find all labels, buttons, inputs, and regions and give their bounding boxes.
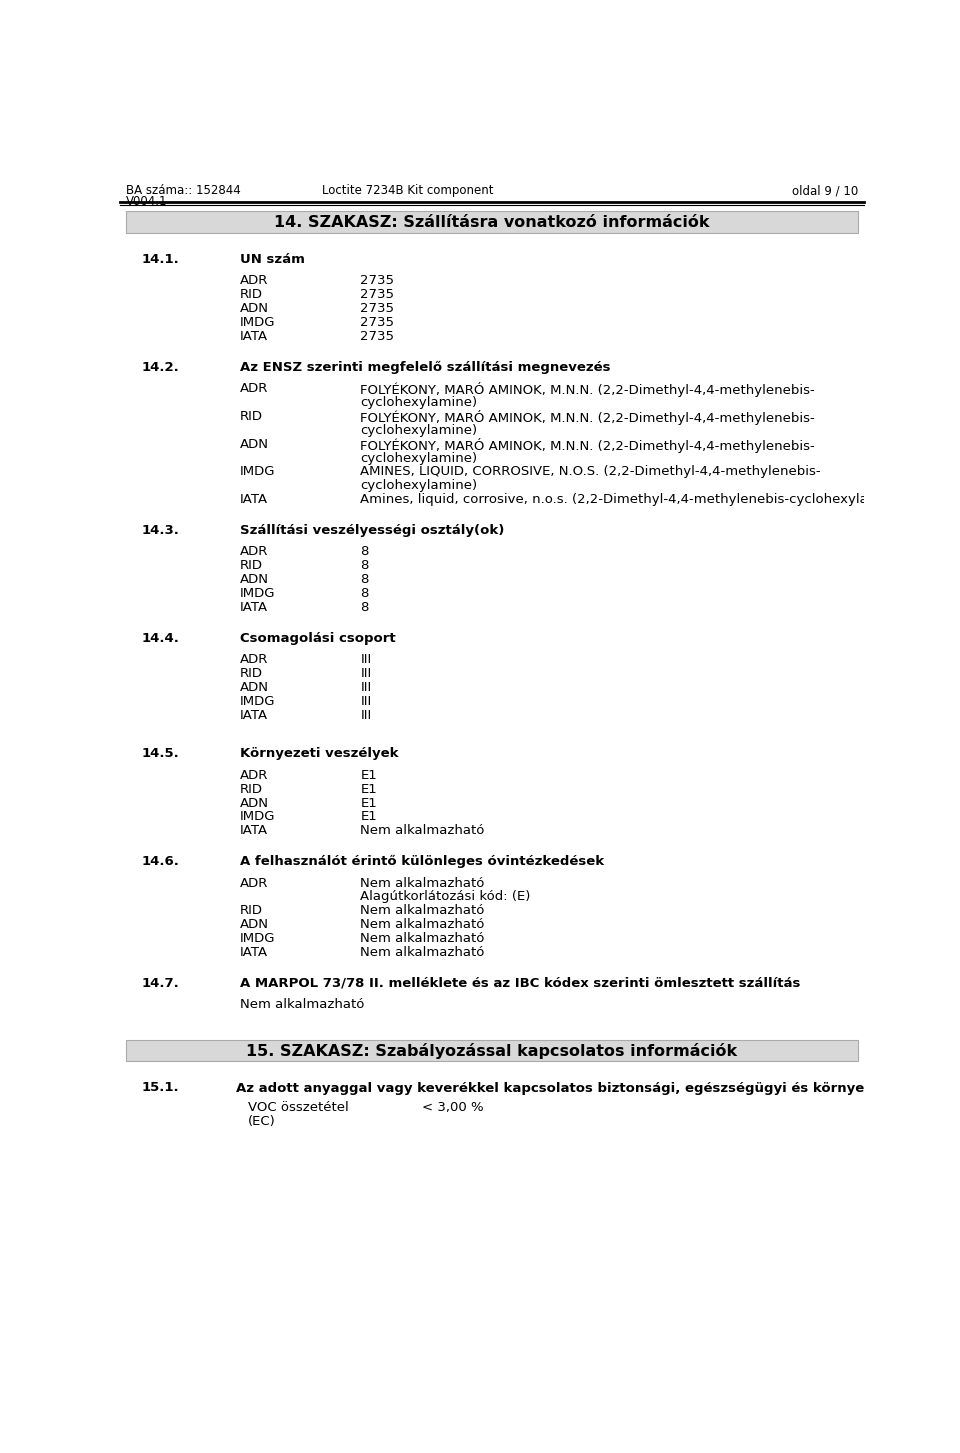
Text: cyclohexylamine): cyclohexylamine) <box>360 397 477 410</box>
Text: IATA: IATA <box>240 824 268 837</box>
Text: Nem alkalmazható: Nem alkalmazható <box>360 904 485 917</box>
Text: cyclohexylamine): cyclohexylamine) <box>360 479 477 493</box>
Text: 15.1.: 15.1. <box>142 1081 180 1094</box>
Text: RID: RID <box>240 783 263 796</box>
Text: ADR: ADR <box>240 876 269 889</box>
Text: A MARPOL 73/78 II. melléklete és az IBC kódex szerinti ömlesztett szállítás: A MARPOL 73/78 II. melléklete és az IBC … <box>240 976 801 989</box>
Text: ADR: ADR <box>240 654 269 667</box>
Text: ADR: ADR <box>240 769 269 782</box>
Text: ADN: ADN <box>240 574 269 586</box>
Text: ADN: ADN <box>240 437 269 450</box>
Text: Nem alkalmazható: Nem alkalmazható <box>360 918 485 931</box>
Text: Nem alkalmazható: Nem alkalmazható <box>360 876 485 889</box>
Text: 14.1.: 14.1. <box>142 253 180 266</box>
Text: III: III <box>360 695 372 708</box>
Text: Környezeti veszélyek: Környezeti veszélyek <box>240 747 398 760</box>
Text: A felhasználót érintő különleges óvintézkedések: A felhasználót érintő különleges óvintéz… <box>240 854 604 869</box>
Text: V004.1: V004.1 <box>126 195 168 208</box>
Text: < 3,00 %: < 3,00 % <box>422 1101 484 1114</box>
Text: 14.6.: 14.6. <box>142 854 180 867</box>
Text: 2735: 2735 <box>360 275 395 288</box>
Text: 14. SZAKASZ: Szállításra vonatkozó információk: 14. SZAKASZ: Szállításra vonatkozó infor… <box>275 215 709 230</box>
Text: Loctite 7234B Kit component: Loctite 7234B Kit component <box>322 185 493 198</box>
Text: IATA: IATA <box>240 493 268 506</box>
Text: 14.3.: 14.3. <box>142 525 180 538</box>
Text: FOLYÉKONY, MARÓ AMINOK, M.N.N. (2,2-Dimethyl-4,4-methylenebis-: FOLYÉKONY, MARÓ AMINOK, M.N.N. (2,2-Dime… <box>360 437 815 453</box>
Text: E1: E1 <box>360 796 377 809</box>
Text: RID: RID <box>240 904 263 917</box>
Text: IMDG: IMDG <box>240 811 276 824</box>
Text: IMDG: IMDG <box>240 587 276 600</box>
Text: ADN: ADN <box>240 796 269 809</box>
Text: IATA: IATA <box>240 946 268 959</box>
Text: RID: RID <box>240 288 263 301</box>
Text: VOC összetétel: VOC összetétel <box>248 1101 348 1114</box>
Text: 8: 8 <box>360 574 369 586</box>
Text: ADN: ADN <box>240 302 269 315</box>
Text: oldal 9 / 10: oldal 9 / 10 <box>792 185 858 198</box>
Text: III: III <box>360 709 372 722</box>
Text: AMINES, LIQUID, CORROSIVE, N.O.S. (2,2-Dimethyl-4,4-methylenebis-: AMINES, LIQUID, CORROSIVE, N.O.S. (2,2-D… <box>360 465 821 478</box>
Text: RID: RID <box>240 667 263 680</box>
Text: E1: E1 <box>360 811 377 824</box>
Text: 8: 8 <box>360 587 369 600</box>
Text: ADR: ADR <box>240 545 269 558</box>
Text: RID: RID <box>240 559 263 572</box>
Text: E1: E1 <box>360 769 377 782</box>
Text: 15. SZAKASZ: Szabályozással kapcsolatos információk: 15. SZAKASZ: Szabályozással kapcsolatos … <box>247 1043 737 1059</box>
Text: IMDG: IMDG <box>240 465 276 478</box>
Text: Nem alkalmazható: Nem alkalmazható <box>360 931 485 944</box>
Text: Az adott anyaggal vagy keverékkel kapcsolatos biztonsági, egészségügyi és környe: Az adott anyaggal vagy keverékkel kapcso… <box>236 1081 960 1094</box>
Text: III: III <box>360 681 372 695</box>
Text: Amines, liquid, corrosive, n.o.s. (2,2-Dimethyl-4,4-methylenebis-cyclohexylamine: Amines, liquid, corrosive, n.o.s. (2,2-D… <box>360 493 906 506</box>
Text: FOLYÉKONY, MARÓ AMINOK, M.N.N. (2,2-Dimethyl-4,4-methylenebis-: FOLYÉKONY, MARÓ AMINOK, M.N.N. (2,2-Dime… <box>360 410 815 424</box>
Text: 14.7.: 14.7. <box>142 976 180 989</box>
Text: 14.5.: 14.5. <box>142 747 180 760</box>
Text: Nem alkalmazható: Nem alkalmazható <box>360 946 485 959</box>
FancyBboxPatch shape <box>126 211 858 232</box>
Text: IATA: IATA <box>240 709 268 722</box>
Text: 2735: 2735 <box>360 317 395 328</box>
Text: RID: RID <box>240 410 263 423</box>
Text: Az ENSZ szerinti megfelelő szállítási megnevezés: Az ENSZ szerinti megfelelő szállítási me… <box>240 360 611 373</box>
Text: IMDG: IMDG <box>240 317 276 328</box>
Text: 14.4.: 14.4. <box>142 632 180 645</box>
Text: cyclohexylamine): cyclohexylamine) <box>360 424 477 437</box>
Text: IATA: IATA <box>240 330 268 343</box>
Text: III: III <box>360 654 372 667</box>
Text: 2735: 2735 <box>360 330 395 343</box>
Text: III: III <box>360 667 372 680</box>
Text: ADR: ADR <box>240 275 269 288</box>
Text: E1: E1 <box>360 783 377 796</box>
Text: IMDG: IMDG <box>240 695 276 708</box>
Text: 2735: 2735 <box>360 302 395 315</box>
Text: FOLYÉKONY, MARÓ AMINOK, M.N.N. (2,2-Dimethyl-4,4-methylenebis-: FOLYÉKONY, MARÓ AMINOK, M.N.N. (2,2-Dime… <box>360 382 815 397</box>
FancyBboxPatch shape <box>126 1040 858 1061</box>
Text: Nem alkalmazható: Nem alkalmazható <box>360 824 485 837</box>
Text: Csomagolási csoport: Csomagolási csoport <box>240 632 396 645</box>
Text: Alagútkorlátozási kód: (E): Alagútkorlátozási kód: (E) <box>360 891 531 904</box>
Text: Szállítási veszélyességi osztály(ok): Szállítási veszélyességi osztály(ok) <box>240 525 505 538</box>
Text: IATA: IATA <box>240 602 268 615</box>
Text: 8: 8 <box>360 545 369 558</box>
Text: 2735: 2735 <box>360 288 395 301</box>
Text: Nem alkalmazható: Nem alkalmazható <box>240 998 365 1011</box>
Text: 8: 8 <box>360 559 369 572</box>
Text: 14.2.: 14.2. <box>142 360 180 373</box>
Text: BA száma:: 152844: BA száma:: 152844 <box>126 185 241 198</box>
Text: UN szám: UN szám <box>240 253 305 266</box>
Text: cyclohexylamine): cyclohexylamine) <box>360 452 477 465</box>
Text: (EC): (EC) <box>248 1116 276 1129</box>
Text: ADR: ADR <box>240 382 269 395</box>
Text: 8: 8 <box>360 602 369 615</box>
Text: ADN: ADN <box>240 681 269 695</box>
Text: IMDG: IMDG <box>240 931 276 944</box>
Text: ADN: ADN <box>240 918 269 931</box>
